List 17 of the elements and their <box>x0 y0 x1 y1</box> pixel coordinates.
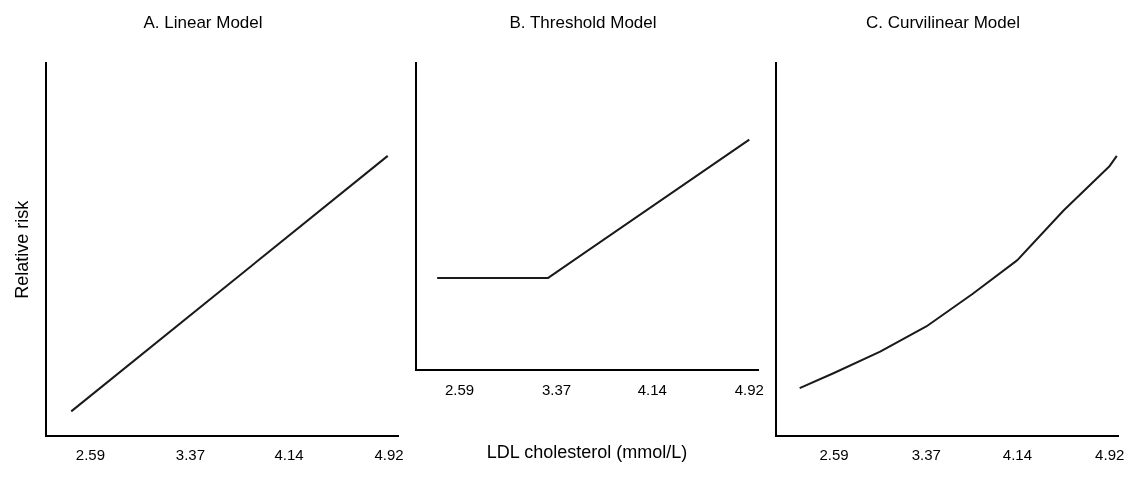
chart-title: B. Threshold Model <box>509 12 657 32</box>
x-tick-label: 4.14 <box>1002 446 1033 464</box>
y-axis-title: Relative risk <box>11 199 32 299</box>
x-tick-label: 4.92 <box>734 380 764 398</box>
chart-title: A. Linear Model <box>143 12 263 32</box>
x-tick-label: 4.14 <box>637 380 667 398</box>
x-tick-label: 4.92 <box>1095 446 1125 464</box>
x-tick-label: 4.92 <box>374 446 404 464</box>
chart-title: C. Curvilinear Model <box>866 12 1020 32</box>
x-tick-label: 2.59 <box>444 380 475 398</box>
x-tick-label: 3.37 <box>541 380 572 398</box>
x-tick-label: 2.59 <box>75 446 106 464</box>
x-tick-label: 3.37 <box>911 446 941 464</box>
x-tick-label: 2.59 <box>819 446 849 464</box>
x-axis-title: LDL cholesterol (mmol/L) <box>486 442 688 463</box>
x-tick-label: 4.14 <box>274 446 304 464</box>
x-tick-label: 3.37 <box>175 446 206 464</box>
